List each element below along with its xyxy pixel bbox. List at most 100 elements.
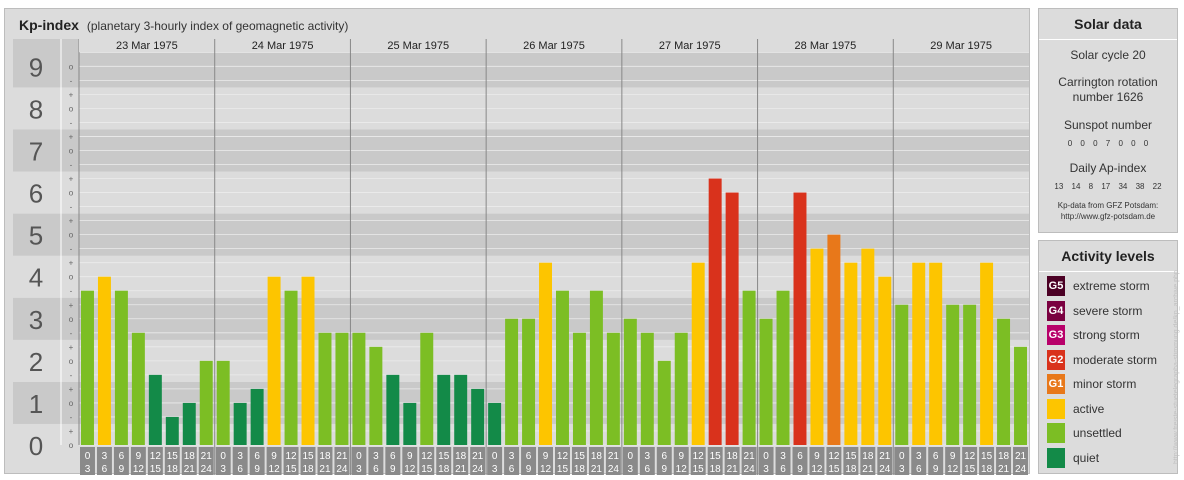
- interval-label-bg: [113, 447, 129, 475]
- interval-start-label: 3: [645, 451, 651, 462]
- carrington-line-1: Carrington rotation: [1058, 75, 1158, 89]
- interval-start-label: 18: [998, 451, 1010, 462]
- watermark-text: http://www.freiste-stuetelegrapha-stimmu…: [1173, 270, 1180, 464]
- interval-end-label: 9: [661, 464, 667, 475]
- interval-label-bg: [860, 447, 876, 475]
- interval-label-bg: [741, 447, 757, 475]
- chart-title: Kp-index (planetary 3-hourly index of geo…: [19, 17, 348, 33]
- interval-start-label: 6: [390, 451, 396, 462]
- interval-start-label: 12: [421, 451, 433, 462]
- day-header-bg: [214, 38, 351, 52]
- interval-end-label: 18: [845, 464, 857, 475]
- interval-end-label: 3: [356, 464, 362, 475]
- interval-end-label: 12: [676, 464, 688, 475]
- interval-end-label: 24: [608, 464, 620, 475]
- y-tick-label: 9: [29, 52, 43, 82]
- interval-label-bg: [979, 447, 995, 475]
- y-minor-tick: o: [69, 315, 74, 324]
- interval-start-label: 21: [879, 451, 891, 462]
- interval-start-label: 3: [237, 451, 243, 462]
- interval-start-label: 6: [661, 451, 667, 462]
- day-label: 29 Mar 1975: [930, 40, 992, 52]
- interval-start-label: 18: [591, 451, 603, 462]
- kp-bar: [267, 276, 281, 445]
- activity-level-label: minor storm: [1073, 377, 1137, 391]
- kp-bar: [301, 276, 315, 445]
- interval-label-bg: [928, 447, 944, 475]
- y-minor-tick: o: [69, 273, 74, 282]
- y-minor-tick: +: [69, 259, 74, 268]
- kp-bar: [759, 318, 773, 445]
- interval-end-label: 12: [811, 464, 823, 475]
- day-label: 28 Mar 1975: [795, 40, 857, 52]
- interval-end-label: 24: [472, 464, 484, 475]
- interval-end-label: 6: [102, 464, 108, 475]
- kp-bar: [250, 388, 264, 445]
- activity-level-swatch: G2: [1047, 349, 1065, 370]
- y-minor-tick: o: [69, 357, 74, 366]
- interval-label-bg: [996, 447, 1012, 475]
- band-0: [13, 423, 1029, 445]
- interval-label-bg: [521, 447, 537, 475]
- interval-end-label: 21: [184, 464, 196, 475]
- interval-end-label: 21: [455, 464, 467, 475]
- y-tick-label: 1: [29, 389, 43, 419]
- interval-end-label: 6: [780, 464, 786, 475]
- interval-label-bg: [622, 447, 638, 475]
- kp-bar: [403, 402, 417, 445]
- kp-bar: [284, 290, 298, 445]
- kp-bar: [708, 178, 722, 445]
- interval-label-bg: [605, 447, 621, 475]
- interval-label-bg: [385, 447, 401, 475]
- interval-end-label: 18: [710, 464, 722, 475]
- y-minor-tick: -: [70, 329, 73, 338]
- source-line-1: Kp-data from GFZ Potsdam:: [1057, 201, 1159, 210]
- interval-end-label: 15: [693, 464, 705, 475]
- interval-end-label: 12: [540, 464, 552, 475]
- y-minor-tick: o: [69, 399, 74, 408]
- activity-levels-panel: Activity levels G5 extreme storm G4 severe …: [1038, 240, 1178, 474]
- interval-end-label: 9: [390, 464, 396, 475]
- interval-end-label: 21: [319, 464, 331, 475]
- day-label: 26 Mar 1975: [523, 40, 585, 52]
- interval-start-label: 9: [271, 451, 277, 462]
- activity-levels-title: Activity levels: [1039, 241, 1177, 272]
- interval-start-label: 21: [744, 451, 756, 462]
- kp-bar: [369, 346, 383, 445]
- interval-start-label: 0: [628, 451, 634, 462]
- source-link[interactable]: http://www.gfz-potsdam.de: [1060, 212, 1156, 221]
- interval-label-bg: [758, 447, 774, 475]
- kp-bar: [844, 262, 858, 445]
- interval-start-label: 3: [102, 451, 108, 462]
- kp-bar: [454, 374, 468, 445]
- day-header-bg: [486, 38, 622, 52]
- interval-start-label: 15: [302, 451, 314, 462]
- interval-start-label: 0: [85, 451, 91, 462]
- activity-level-label: severe storm: [1073, 303, 1143, 318]
- kp-bar: [963, 304, 977, 445]
- activity-level-label: strong storm: [1073, 328, 1140, 342]
- interval-label-bg: [962, 447, 978, 475]
- y-minor-tick: o: [69, 104, 74, 113]
- interval-label-bg: [402, 447, 418, 475]
- interval-start-label: 0: [763, 451, 769, 462]
- interval-start-label: 12: [828, 451, 840, 462]
- y-minor-tick: -: [70, 245, 73, 254]
- interval-start-label: 18: [184, 451, 196, 462]
- interval-label-bg: [894, 447, 910, 475]
- interval-start-label: 9: [678, 451, 684, 462]
- interval-label-bg: [80, 447, 95, 475]
- y-minor-tick: o: [69, 62, 74, 71]
- interval-label-bg: [470, 447, 486, 475]
- solar-data-panel: Solar data Solar cycle 20 Carrington rot…: [1038, 8, 1178, 233]
- day-label: 25 Mar 1975: [387, 40, 449, 52]
- kp-bar: [335, 332, 349, 445]
- kp-bar: [725, 192, 739, 445]
- interval-start-label: 6: [797, 451, 803, 462]
- activity-level-label: extreme storm: [1073, 279, 1150, 293]
- interval-end-label: 15: [285, 464, 297, 475]
- interval-start-label: 3: [780, 451, 786, 462]
- interval-start-label: 12: [150, 451, 162, 462]
- ap-title: Daily Ap-index: [1069, 161, 1147, 175]
- y-minor-tick: -: [70, 161, 73, 170]
